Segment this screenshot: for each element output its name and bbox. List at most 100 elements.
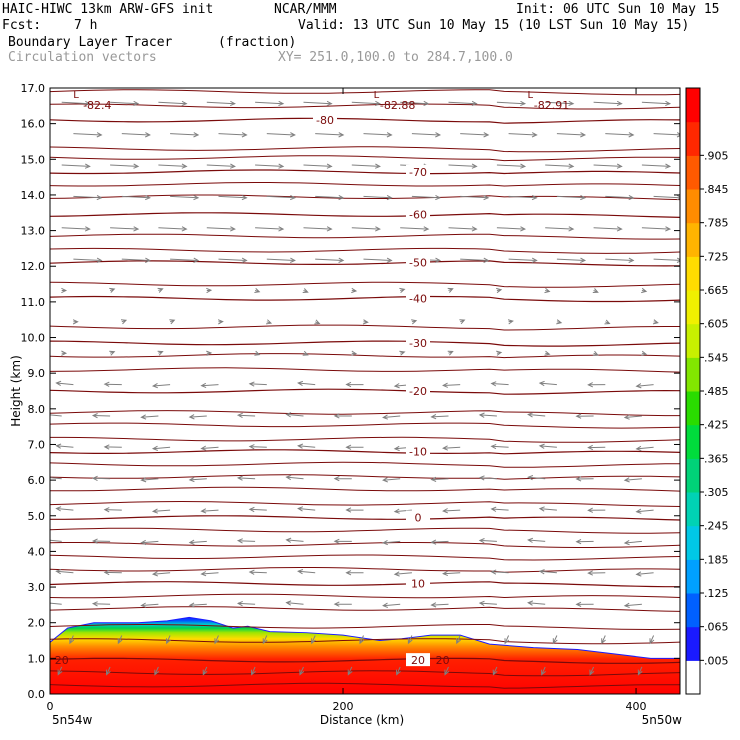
contour-line xyxy=(50,638,680,645)
contour-line xyxy=(50,606,680,612)
circulation-vector xyxy=(545,163,575,169)
circulation-vector xyxy=(206,100,236,107)
org-label: NCAR/MMM xyxy=(274,2,337,17)
isotherm-label: 20 xyxy=(436,654,450,667)
low-symbol: L xyxy=(527,90,533,101)
circulation-vector xyxy=(50,414,62,417)
colorbar-swatch xyxy=(686,559,700,594)
isotherm-label: 0 xyxy=(415,512,422,525)
circulation-vector xyxy=(444,666,450,676)
contour-line xyxy=(50,233,680,240)
colorbar-label: .365 xyxy=(704,452,729,465)
circulation-vector xyxy=(103,381,122,387)
circulation-vector xyxy=(255,226,285,232)
circulation-vector xyxy=(430,476,449,482)
circulation-vector xyxy=(157,350,164,356)
y-tick-label: 9.0 xyxy=(28,367,46,380)
isotherm-label-bg xyxy=(406,653,430,667)
circulation-vector xyxy=(73,132,103,138)
contour-line xyxy=(50,103,680,110)
init-time: Init: 06 UTC Sun 10 May 15 xyxy=(516,2,720,17)
circulation-vector xyxy=(575,413,594,419)
circulation-vector xyxy=(641,163,672,169)
colorbar-swatch xyxy=(686,189,700,224)
circulation-vector xyxy=(170,194,200,201)
circulation-vector xyxy=(169,319,176,325)
circulation-vector xyxy=(255,100,285,107)
y-tick-label: 16.0 xyxy=(21,118,46,131)
circulation-vector xyxy=(109,350,116,356)
y-tick-label: 8.0 xyxy=(28,403,46,416)
circulation-vector xyxy=(538,380,557,387)
circulation-vector xyxy=(206,287,213,294)
low-value: -82.88 xyxy=(380,99,415,112)
circulation-vector xyxy=(442,570,461,577)
circulation-vector xyxy=(448,163,478,169)
contour-line xyxy=(50,89,680,96)
circulation-vector xyxy=(297,443,316,449)
colorbar-label: .605 xyxy=(704,318,729,331)
circulation-vector xyxy=(545,226,575,232)
circulation-vector xyxy=(396,666,401,676)
isotherm-label-bg xyxy=(406,291,430,305)
circulation-vector xyxy=(121,194,151,201)
circulation-vector xyxy=(333,538,352,544)
isotherm-label: -50 xyxy=(409,257,427,270)
circulation-vector xyxy=(478,412,497,418)
colorbar-label: .725 xyxy=(704,250,729,263)
colorbar-label: .485 xyxy=(704,385,729,398)
circulation-vector xyxy=(649,635,655,645)
circulation-vector xyxy=(61,226,91,232)
circulation-vector xyxy=(351,350,358,356)
isotherm-line xyxy=(50,657,680,664)
colorbar-label: .185 xyxy=(704,553,729,566)
isotherm-line xyxy=(50,169,680,175)
contour-line xyxy=(50,353,680,359)
circulation-vector xyxy=(55,569,74,575)
circulation-vector xyxy=(556,319,563,325)
colorbar-label: .665 xyxy=(704,284,729,297)
circulation-vector xyxy=(103,507,122,513)
contour-line xyxy=(50,410,680,417)
contour-line xyxy=(50,527,680,534)
circulation-vector xyxy=(57,666,63,676)
circulation-vector xyxy=(504,635,510,645)
isotherm-label: 20 xyxy=(55,654,69,667)
field-units: (fraction) xyxy=(218,35,297,50)
colorbar-swatch xyxy=(686,492,700,527)
circulation-vector xyxy=(311,635,316,645)
circulation-vector xyxy=(297,569,316,575)
circulation-vector xyxy=(91,475,111,482)
circulation-vector xyxy=(285,537,304,543)
y-tick-label: 3.0 xyxy=(28,581,46,594)
circulation-vector xyxy=(351,100,381,107)
circulation-vector xyxy=(492,666,498,676)
circulation-vector xyxy=(393,508,412,514)
colorbar-swatch xyxy=(686,290,700,325)
circulation-vector xyxy=(345,507,364,513)
circulation-vector xyxy=(110,100,140,107)
circulation-vector xyxy=(50,539,62,542)
circulation-vector xyxy=(50,477,62,480)
circulation-vector xyxy=(61,100,91,107)
circulation-vector xyxy=(641,100,672,107)
field-name: Boundary Layer Tracer xyxy=(8,35,173,50)
circulation-vector xyxy=(400,226,430,232)
vectors-label: Circulation vectors xyxy=(8,50,157,65)
circulation-vector xyxy=(285,474,304,481)
isotherm-line xyxy=(50,117,680,124)
circulation-vector xyxy=(456,635,461,645)
circulation-vector xyxy=(430,602,449,608)
circulation-vector xyxy=(266,257,296,263)
circulation-vector xyxy=(411,319,418,325)
circulation-vector xyxy=(285,412,304,418)
y-tick-label: 4.0 xyxy=(28,545,46,558)
circulation-vector xyxy=(61,350,68,356)
circulation-vector xyxy=(635,571,654,577)
circulation-vector xyxy=(496,350,503,356)
circulation-vector xyxy=(593,100,623,107)
y-tick-label: 15.0 xyxy=(21,153,46,166)
circulation-vector xyxy=(254,350,261,356)
contour-line xyxy=(50,624,680,631)
circulation-vector xyxy=(635,383,654,389)
